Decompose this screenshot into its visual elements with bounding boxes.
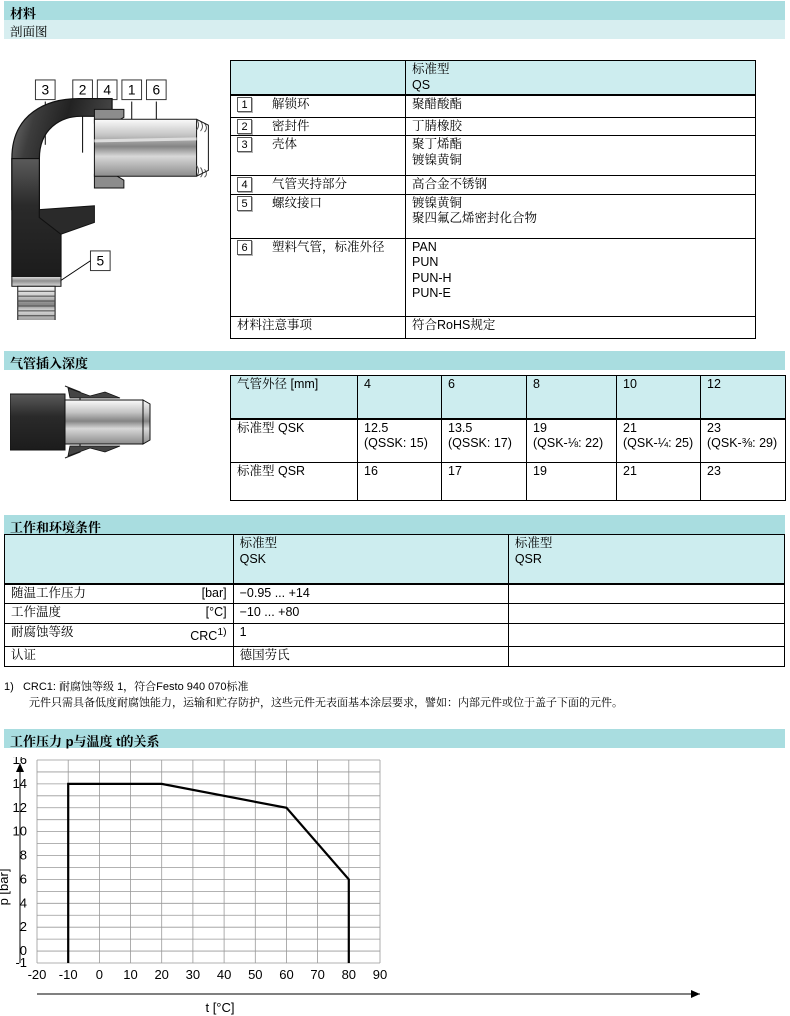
svg-text:70: 70 [310, 967, 324, 982]
svg-text:-1: -1 [15, 955, 27, 970]
svg-text:12: 12 [13, 800, 27, 815]
svg-text:4: 4 [103, 83, 111, 98]
svg-text:0: 0 [96, 967, 103, 982]
svg-text:10: 10 [123, 967, 137, 982]
svg-text:-20: -20 [28, 967, 47, 982]
svg-text:60: 60 [279, 967, 293, 982]
svg-text:3: 3 [41, 83, 49, 98]
svg-text:t [°C]: t [°C] [205, 1000, 234, 1015]
svg-text:6: 6 [152, 83, 160, 98]
svg-text:2: 2 [20, 919, 27, 934]
svg-text:-10: -10 [59, 967, 78, 982]
svg-text:90: 90 [373, 967, 387, 982]
svg-text:1: 1 [128, 83, 136, 98]
svg-text:16: 16 [13, 757, 27, 767]
svg-text:30: 30 [186, 967, 200, 982]
svg-text:40: 40 [217, 967, 231, 982]
svg-text:4: 4 [20, 895, 27, 910]
svg-text:8: 8 [20, 848, 27, 863]
svg-text:50: 50 [248, 967, 262, 982]
svg-text:14: 14 [13, 776, 27, 791]
svg-text:20: 20 [154, 967, 168, 982]
svg-text:5: 5 [96, 254, 104, 269]
svg-text:80: 80 [342, 967, 356, 982]
svg-text:2: 2 [79, 83, 87, 98]
svg-text:p [bar]: p [bar] [0, 869, 11, 906]
svg-text:10: 10 [13, 824, 27, 839]
svg-text:6: 6 [20, 871, 27, 886]
